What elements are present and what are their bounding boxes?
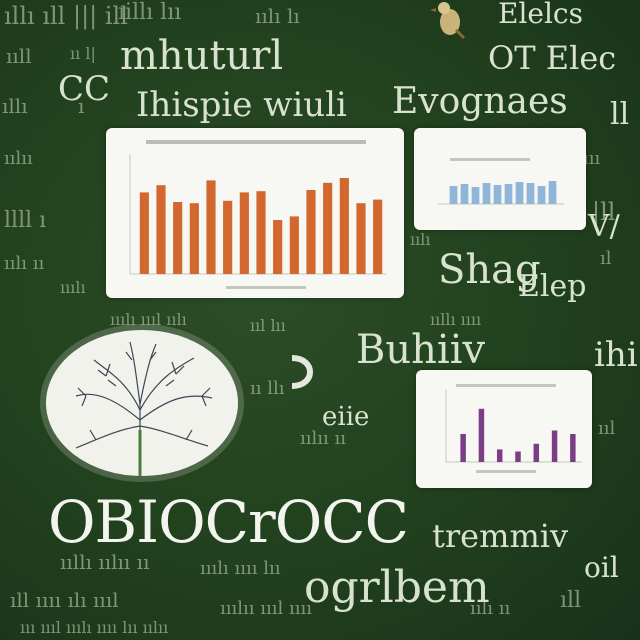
background-text: ıılı ıı (470, 598, 511, 619)
bar (173, 202, 183, 274)
bar-chart-orange (129, 140, 386, 289)
bar (471, 187, 480, 204)
bar (356, 203, 366, 274)
background-text: ıl (600, 248, 612, 269)
background-text: ııllı ıılıı ıı (60, 550, 150, 574)
background-text: ıılı lı (255, 4, 300, 28)
bar (323, 182, 333, 274)
background-text: ıı l| (70, 44, 96, 63)
bar (289, 216, 299, 274)
tree-illustration-icon (46, 330, 238, 476)
chart-title-scribble (146, 140, 366, 144)
bar (306, 190, 316, 274)
background-text: ıılı ıı (4, 253, 45, 274)
bar (570, 434, 576, 462)
bird-icon (430, 0, 466, 40)
poster-word: mhuturl (120, 33, 284, 79)
poster-word: Elep (518, 269, 587, 304)
background-text: ııılı ıııl ıılı (110, 310, 187, 329)
poster-word: Evognaes (392, 81, 568, 122)
curl-mark (282, 352, 322, 392)
background-text: ıılı (410, 230, 431, 249)
poster-word: oil (584, 551, 619, 584)
bar (504, 184, 513, 204)
background-text: llll ı (4, 208, 47, 233)
bar (256, 191, 266, 274)
bar (239, 192, 249, 274)
bar (460, 434, 466, 462)
background-text: |ll (592, 198, 616, 226)
bar-chart-panel-blue (414, 128, 586, 230)
poster-title: OBIOCrOCC (48, 488, 409, 556)
bar (548, 181, 557, 204)
bar (460, 184, 469, 204)
poster-word: Buhiiv (356, 327, 486, 373)
poster-word: OT Elec (488, 39, 617, 77)
poster-word: ogrlbem (304, 562, 490, 613)
bar (551, 430, 558, 462)
bar (493, 185, 502, 204)
poster-word: V/ (588, 209, 620, 244)
background-text: ıı llı (250, 378, 285, 399)
background-text: ıll ıııı ılı ıııl (10, 588, 119, 612)
bar (526, 183, 535, 204)
bar (449, 186, 458, 204)
poster-word: ll (610, 97, 630, 132)
background-text: ıllı ıll ||| ill (4, 2, 128, 30)
poster-word: eiie (322, 402, 370, 432)
poster-word: CC (58, 69, 111, 109)
bar (373, 199, 383, 274)
bar (478, 408, 485, 462)
poster-word: Ihispie wiuli (136, 85, 347, 125)
bar (189, 203, 199, 274)
bar (515, 451, 521, 462)
bar (482, 183, 491, 204)
bar-chart-purple (445, 384, 582, 473)
bar (139, 192, 149, 274)
bar (533, 443, 540, 462)
background-text: ııılıı ıııl ıııı (220, 598, 313, 619)
background-text: ıılıı (4, 148, 33, 169)
background-text: ı (78, 94, 85, 118)
bar (223, 200, 233, 274)
background-text: ıllı (2, 94, 28, 118)
poster-word: Elelcs (498, 0, 583, 30)
bar (515, 182, 524, 204)
bar (156, 185, 166, 274)
bar-chart-blue (438, 158, 564, 205)
bar (537, 186, 546, 204)
background-text: ııı ıııl ııılı ıııı lıı ıılıı (20, 618, 169, 637)
bar-chart-panel-purple (416, 370, 592, 488)
background-text: ıillı lıı (118, 0, 182, 25)
poster-word: tremmiv (432, 517, 569, 555)
bar (206, 180, 216, 274)
background-text: ııılı (60, 278, 86, 297)
bar (339, 178, 349, 274)
background-text: ııılı ıııı lıı (200, 558, 281, 579)
background-text: ıılıı ıı (300, 428, 347, 449)
bar (496, 449, 503, 462)
background-text: ıll (560, 588, 582, 613)
bar (273, 220, 283, 274)
poster-word: Shag (438, 247, 541, 293)
background-text: ııll (6, 44, 32, 68)
bar-chart-panel-orange (106, 128, 404, 298)
background-text: ııl (598, 418, 616, 439)
background-text: ııllı ıııı (430, 310, 482, 329)
poster-word: ihi (594, 335, 638, 375)
background-text: ııl lıı (250, 316, 286, 335)
